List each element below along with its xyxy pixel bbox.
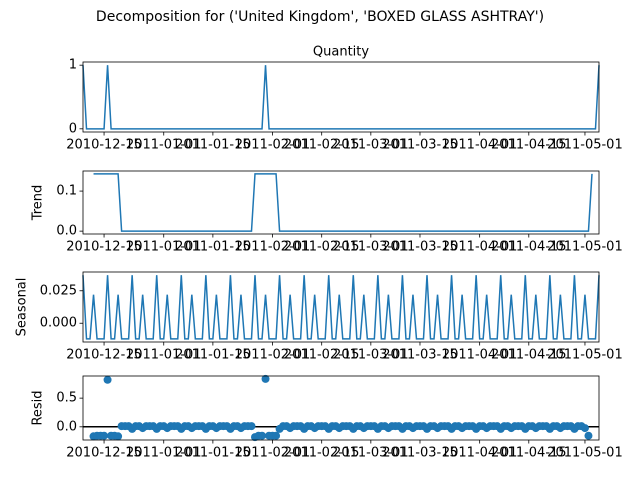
series-line <box>82 65 600 130</box>
series-line <box>82 275 600 340</box>
y-tick-label: 0.0 <box>56 419 77 434</box>
x-tick-label: 2011-05-01 <box>547 446 623 461</box>
x-tick-label: 2011-01-01 <box>126 240 202 255</box>
x-tick-label: 2011-05-01 <box>547 138 623 153</box>
x-tick-label: 2011-02-15 <box>284 446 360 461</box>
y-axis-label: Trend <box>31 185 46 222</box>
axes-frame <box>82 61 600 133</box>
x-tick-label: 2011-04-01 <box>442 446 518 461</box>
x-tick-label: 2011-04-15 <box>491 138 567 153</box>
chart-title: Decomposition for ('United Kingdom', 'BO… <box>96 9 544 25</box>
resid-point <box>272 431 281 440</box>
x-tick-label: 2010-12-15 <box>66 240 142 255</box>
x-tick-label: 2011-02-01 <box>235 446 311 461</box>
y-tick-label: 0.025 <box>40 283 77 298</box>
x-tick-label: 2011-03-01 <box>333 446 409 461</box>
y-tick-label: 0 <box>69 121 77 136</box>
x-tick-label: 2011-04-15 <box>491 446 567 461</box>
x-tick-label: 2011-02-01 <box>235 348 311 363</box>
x-tick-label: 2011-01-15 <box>175 446 251 461</box>
axes-frame <box>82 375 600 441</box>
x-tick-label: 2011-02-15 <box>284 240 360 255</box>
x-tick-label: 2011-01-15 <box>175 240 251 255</box>
resid-point <box>114 432 123 441</box>
x-tick-label: 2011-02-01 <box>235 240 311 255</box>
x-tick-label: 2011-03-01 <box>333 348 409 363</box>
y-tick-label: 1 <box>69 58 77 73</box>
y-axis-label: Seasonal <box>15 278 30 337</box>
axes-frame <box>82 271 600 343</box>
resid-point <box>100 431 109 440</box>
x-tick-label: 2011-03-15 <box>382 240 458 255</box>
x-tick-label: 2011-04-01 <box>442 348 518 363</box>
x-tick-label: 2011-01-01 <box>126 446 202 461</box>
x-tick-label: 2011-01-15 <box>175 138 251 153</box>
y-tick-label: 0.1 <box>56 184 77 199</box>
axes-frame <box>82 170 600 235</box>
y-tick-label: 0.0 <box>56 224 77 239</box>
x-tick-label: 2011-04-01 <box>442 138 518 153</box>
resid-point <box>258 431 267 440</box>
y-tick-label: 0.000 <box>40 316 77 331</box>
resid-point <box>247 422 256 431</box>
resid-point <box>580 424 589 433</box>
x-tick-label: 2010-12-15 <box>66 138 142 153</box>
x-tick-label: 2011-02-01 <box>235 138 311 153</box>
x-tick-label: 2011-05-01 <box>547 348 623 363</box>
x-tick-label: 2011-02-15 <box>284 138 360 153</box>
resid-point <box>584 431 593 440</box>
resid-point <box>103 375 112 384</box>
resid-point <box>261 374 270 383</box>
x-tick-label: 2011-01-01 <box>126 138 202 153</box>
x-tick-label: 2010-12-15 <box>66 348 142 363</box>
x-tick-label: 2011-03-01 <box>333 240 409 255</box>
y-axis-label: Resid <box>31 390 46 425</box>
x-tick-label: 2011-04-15 <box>491 348 567 363</box>
x-tick-label: 2011-03-01 <box>333 138 409 153</box>
panel-title: Quantity <box>313 45 369 60</box>
y-tick-label: 0.5 <box>56 391 77 406</box>
x-tick-label: 2011-02-15 <box>284 348 360 363</box>
x-tick-label: 2011-04-01 <box>442 240 518 255</box>
x-tick-label: 2011-04-15 <box>491 240 567 255</box>
x-tick-label: 2011-03-15 <box>382 348 458 363</box>
x-tick-label: 2011-01-15 <box>175 348 251 363</box>
x-tick-label: 2011-03-15 <box>382 138 458 153</box>
x-tick-label: 2011-01-01 <box>126 348 202 363</box>
series-line <box>93 173 593 232</box>
x-tick-label: 2011-05-01 <box>547 240 623 255</box>
x-tick-label: 2010-12-15 <box>66 446 142 461</box>
x-tick-label: 2011-03-15 <box>382 446 458 461</box>
